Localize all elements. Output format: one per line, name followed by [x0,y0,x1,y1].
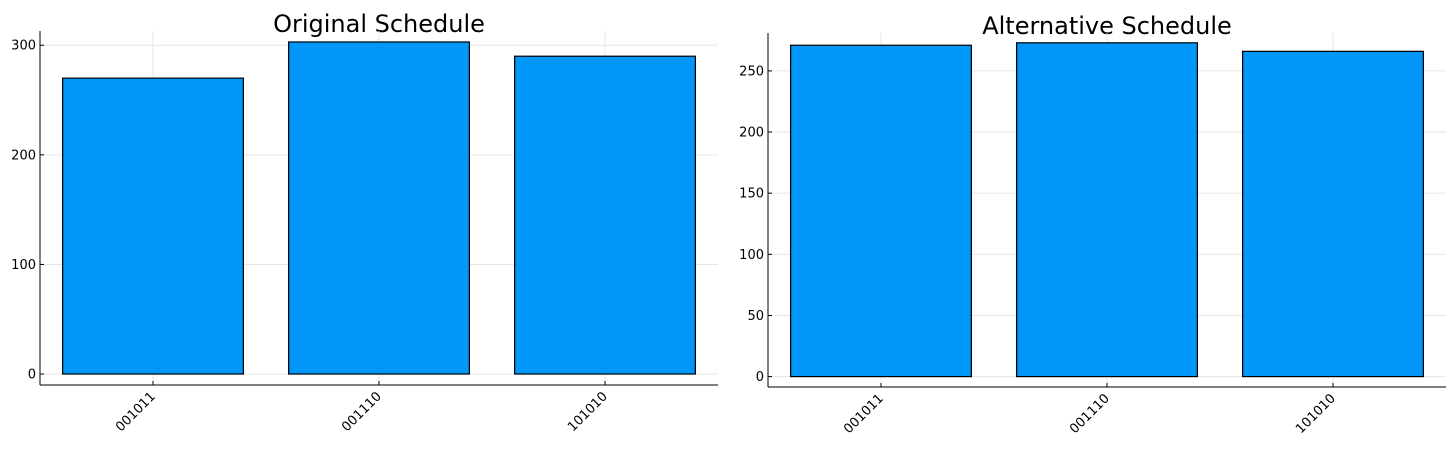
y-tick-label: 0 [756,370,764,385]
y-tick-label: 200 [11,148,36,163]
x-tick-label: 001110 [1067,391,1113,437]
y-tick-label: 100 [11,258,36,273]
y-tick-label: 0 [28,368,36,383]
x-tick-label: 001011 [113,389,159,435]
y-tick-label: 150 [739,187,764,202]
y-tick-label: 250 [739,64,764,79]
bar-original-101010 [513,55,696,375]
bar-alternative-001110 [1015,42,1198,378]
bar-alternative-101010 [1241,50,1424,378]
x-tick-label: 101010 [1293,391,1339,437]
y-tick-label: 100 [739,248,764,263]
x-tick-label: 101010 [565,389,611,435]
y-tick-label: 50 [747,309,764,324]
x-tick-label: 001011 [841,391,887,437]
chart-panel-alternative: Alternative Schedule 0501001502002500010… [739,12,1446,437]
x-tick-label: 001110 [339,389,385,435]
y-tick-label: 200 [739,126,764,141]
bar-original-001110 [288,41,471,375]
bar-original-001011 [61,77,245,375]
y-tick-label: 300 [11,39,36,54]
bar-alternative-001011 [789,44,972,378]
